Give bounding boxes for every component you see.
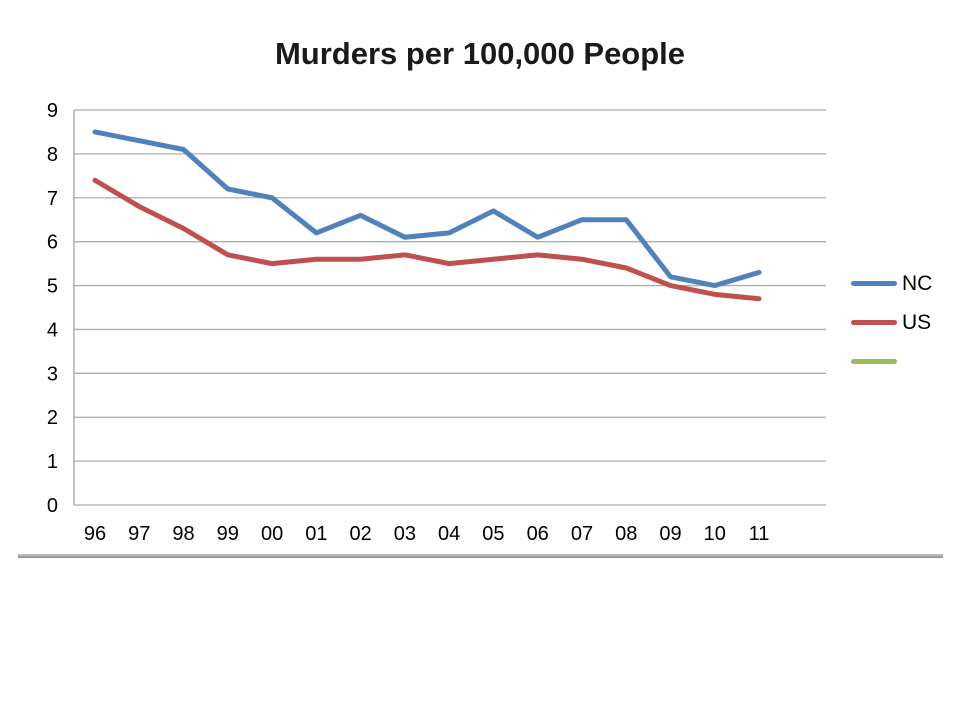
nc-series-line — [92, 129, 762, 289]
x-axis-tick-label: 03 — [394, 523, 416, 545]
chart-legend: NC US — [851, 264, 932, 381]
y-axis-tick-label: 7 — [47, 188, 58, 210]
y-axis-tick-label: 8 — [47, 144, 58, 166]
y-axis-tick-label: 3 — [47, 363, 58, 385]
legend-swatch — [851, 320, 897, 325]
legend-label: US — [902, 311, 932, 334]
x-axis-tick-label: 06 — [527, 523, 549, 545]
x-axis-tick-label: 97 — [128, 523, 150, 545]
y-axis-tick-label: 1 — [47, 451, 58, 473]
x-axis-tick-label: 01 — [305, 523, 327, 545]
x-axis-tick-label: 08 — [615, 523, 637, 545]
y-axis-tick-label: 5 — [47, 276, 58, 298]
chart-title: Murders per 100,000 People — [274, 36, 686, 71]
legend-item-nc: NC — [851, 264, 932, 303]
us-series-line — [92, 177, 762, 302]
y-axis-tick-label: 9 — [47, 100, 58, 122]
x-axis-tick-label: 09 — [659, 523, 681, 545]
x-axis-tick-label: 10 — [704, 523, 726, 545]
y-axis-tick-label: 4 — [47, 319, 58, 341]
x-axis-tick-label: 99 — [217, 523, 239, 545]
y-axis-tick-label: 6 — [47, 232, 58, 254]
legend-swatch — [851, 359, 897, 364]
legend-label: NC — [902, 272, 933, 295]
x-axis-tick-label: 07 — [571, 523, 593, 545]
x-axis-tick-label: 02 — [349, 523, 371, 545]
x-axis-tick-label: 05 — [482, 523, 504, 545]
slide-divider-line — [18, 554, 943, 558]
x-axis-tick-label: 96 — [84, 523, 106, 545]
legend-item-unlabeled — [851, 342, 932, 381]
legend-item-us: US — [851, 303, 932, 342]
legend-swatch — [851, 281, 897, 286]
x-axis-tick-label: 04 — [438, 523, 460, 545]
x-axis-tick-label: 11 — [749, 523, 770, 545]
x-axis-tick-label: 00 — [261, 523, 283, 545]
x-axis-tick-label: 98 — [172, 523, 194, 545]
y-axis-tick-label: 2 — [47, 407, 58, 429]
y-axis-tick-label: 0 — [47, 495, 58, 517]
